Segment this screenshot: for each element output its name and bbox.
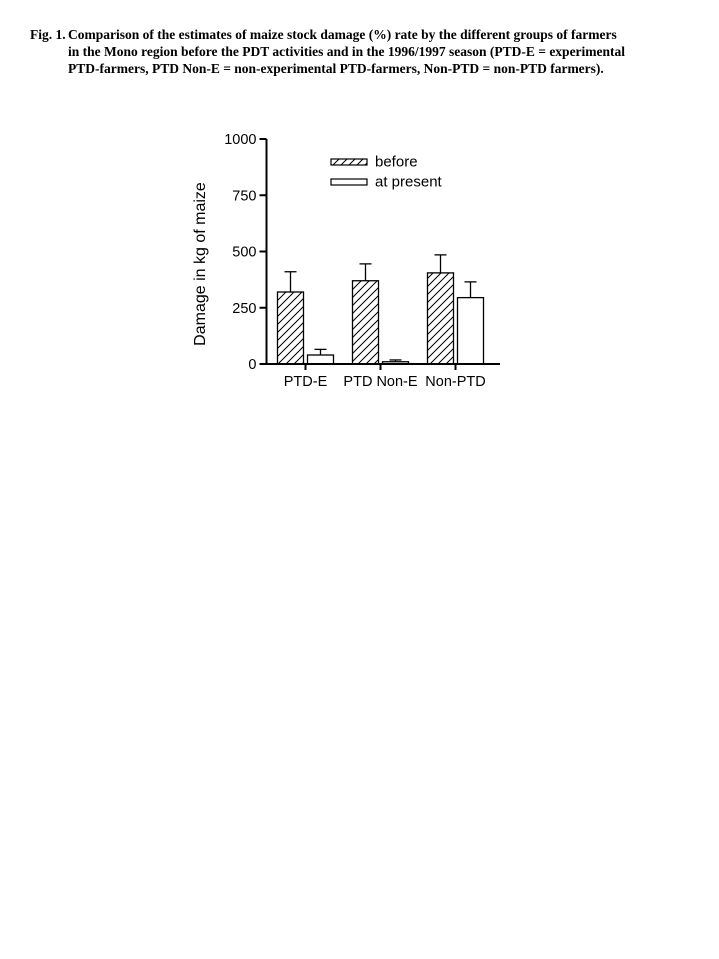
y-tick-label: 1000 [224, 132, 256, 148]
figure-caption: Fig. 1. Comparison of the estimates of m… [30, 26, 688, 77]
y-tick-label: 0 [248, 357, 256, 373]
legend-swatch-before [330, 158, 368, 166]
y-tick-label: 500 [232, 245, 256, 261]
bar-at-present-PTD-E [306, 354, 335, 365]
bar-at-present-Non-PTD [456, 296, 485, 365]
x-category-label: PTD-E [284, 374, 328, 390]
caption-line: Comparison of the estimates of maize sto… [68, 27, 617, 42]
caption-text: Comparison of the estimates of maize sto… [68, 26, 688, 77]
bar-before-PTD-Non-E [351, 280, 380, 365]
y-axis-title: Damage in kg of maize [192, 182, 209, 346]
legend-swatch-at-present [330, 178, 368, 186]
x-category-label: PTD Non-E [343, 374, 417, 390]
caption-line: in the Mono region before the PDT activi… [68, 44, 626, 59]
x-category-label: Non-PTD [425, 374, 485, 390]
caption-line: PTD-farmers, PTD Non-E = non-experimenta… [68, 61, 604, 76]
legend-label-before: before [375, 154, 418, 171]
maize-damage-bar-chart: 0 250 500 750 1000 PTD-E PTD Non-E Non-PTD Damag… [192, 132, 500, 390]
bar-before-Non-PTD [426, 272, 455, 365]
legend-label-at-present: at present [375, 174, 443, 191]
chart-area: 0 250 500 750 1000 PTD-E PTD Non-E Non-PTD Damag… [180, 118, 520, 408]
y-tick-label: 250 [232, 301, 256, 317]
bar-before-PTD-E [276, 291, 305, 365]
y-tick-label: 750 [232, 188, 256, 204]
figure-number-label: Fig. 1. [30, 27, 66, 42]
